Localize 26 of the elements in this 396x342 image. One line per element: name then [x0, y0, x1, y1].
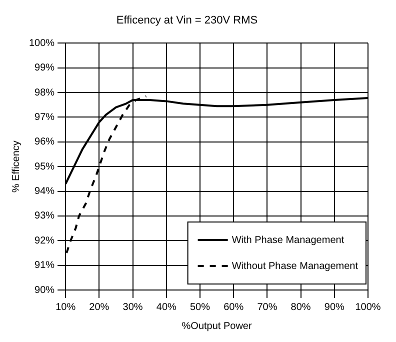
y-tick-label: 94% — [34, 186, 55, 198]
y-tick-label: 91% — [34, 260, 55, 272]
x-tick-label: 60% — [224, 302, 244, 313]
x-tick-label: 30% — [122, 302, 143, 313]
chart-title: Efficency at Vin = 230V RMS — [116, 14, 258, 27]
y-tick-label: 90% — [34, 284, 55, 296]
y-axis-title: % Efficency — [10, 140, 22, 193]
y-tick-label: 95% — [34, 161, 55, 172]
legend-label: With Phase Management — [232, 234, 344, 246]
legend-label: Without Phase Management — [232, 260, 358, 272]
x-tick-label: 50% — [190, 302, 210, 313]
x-tick-label: 40% — [156, 302, 176, 313]
y-tick-label: 98% — [34, 87, 55, 98]
y-tick-label: 92% — [34, 235, 55, 246]
x-tick-label: 70% — [257, 302, 278, 313]
x-tick-label: 10% — [56, 302, 76, 313]
y-tick-label: 96% — [34, 136, 55, 148]
y-tick-label: 99% — [34, 62, 55, 74]
x-tick-label: 80% — [290, 302, 311, 313]
y-tick-label: 100% — [29, 38, 55, 49]
x-tick-label: 90% — [324, 302, 345, 313]
x-tick-label: 20% — [89, 302, 110, 313]
x-tick-label: 100% — [355, 302, 381, 313]
y-tick-label: 97% — [34, 112, 55, 123]
x-axis-title: %Output Power — [182, 320, 252, 332]
y-tick-label: 93% — [34, 210, 55, 222]
